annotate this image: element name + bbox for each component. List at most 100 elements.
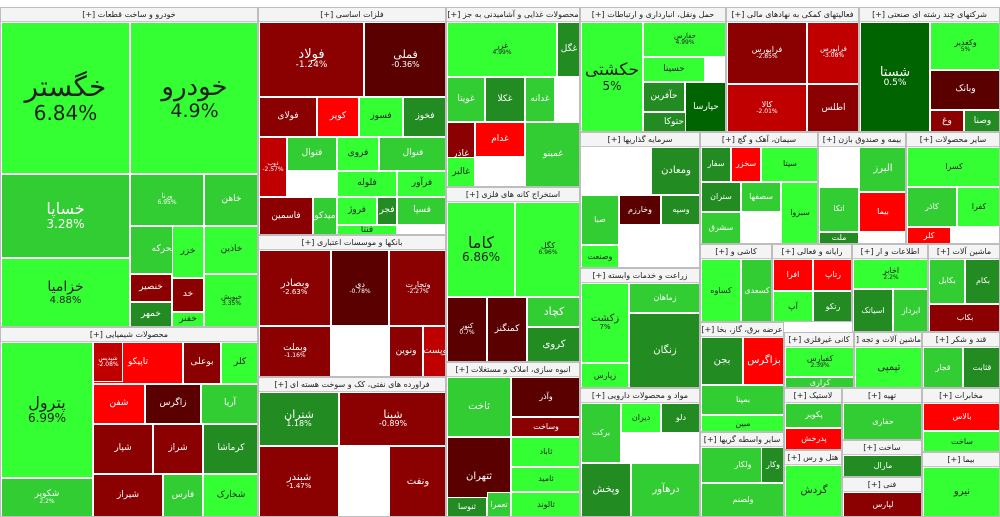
sector-title[interactable]: سرمایه گذاریها [+] [581,133,699,147]
stock-tile[interactable]: غویتا [447,77,485,122]
stock-tile[interactable]: شفن [93,384,145,424]
stock-tile[interactable]: ونفت [389,446,445,516]
stock-tile[interactable]: حآفرین [643,82,685,112]
stock-tile[interactable]: فجر [377,197,397,225]
stock-tile[interactable]: ثنوسا [447,497,487,516]
sector-title[interactable]: عرضه برق، گاز، بخا [+] [701,323,783,337]
stock-tile[interactable]: برکت [581,403,621,463]
stock-tile[interactable]: فملی -0.36% [364,22,445,97]
stock-tile[interactable]: زماهان [629,283,699,313]
stock-tile[interactable]: زاگرس [145,384,201,424]
stock-tile[interactable]: ومعادن [651,147,699,195]
stock-tile[interactable]: بکام [965,259,999,304]
stock-tile[interactable]: خاذین [204,226,257,274]
stock-tile[interactable]: غمینو [525,122,579,186]
stock-tile[interactable]: خفنر [172,312,204,326]
stock-tile[interactable]: کگل 6.96% [515,202,579,297]
stock-tile[interactable]: فسوز [359,97,403,137]
stock-tile[interactable]: فارس [163,474,203,516]
stock-tile[interactable]: شبندر -1.47% [259,446,339,516]
stock-tile[interactable]: اسیاتک [853,289,893,331]
stock-tile[interactable]: حفارس 4.99% [643,22,725,57]
sector-title[interactable]: مواد و محصولات دارویی [+] [581,389,699,403]
stock-tile[interactable]: دیران [621,403,661,433]
stock-tile[interactable]: زنگان [629,313,699,387]
stock-tile[interactable]: کرازی [785,377,853,387]
stock-tile[interactable]: پترول 6.99% [1,342,93,478]
stock-tile[interactable]: بکاب [929,304,999,331]
stock-tile[interactable]: خد [172,278,204,312]
stock-tile[interactable]: پکویر [785,403,841,428]
stock-tile[interactable]: البرز [859,147,905,192]
stock-tile[interactable]: خساپا 3.28% [1,174,130,258]
stock-tile[interactable]: قجار [923,347,963,387]
stock-tile[interactable]: دلو [661,403,699,433]
stock-tile[interactable]: غدام [475,122,525,157]
sector-title[interactable]: بانکها و موسسات اعتباری [+] [259,236,445,250]
stock-tile[interactable]: حپارسا [685,82,725,131]
stock-tile[interactable]: وپخش [581,463,631,516]
stock-tile[interactable]: فروی [337,137,379,171]
stock-tile[interactable]: بکابل [929,259,965,304]
sector-title[interactable]: ساخت [+] [843,441,921,455]
stock-tile[interactable]: خگستر 6.84% [1,22,130,174]
stock-tile[interactable]: اتکا [819,187,859,232]
stock-tile[interactable]: شیراز [93,474,163,516]
stock-tile[interactable]: وآذر [511,377,579,417]
stock-tile[interactable]: تپمپی [855,347,921,387]
stock-tile[interactable]: وصنا [964,110,999,131]
stock-tile[interactable]: حسینا [643,57,705,82]
stock-tile[interactable]: ونوین [389,326,423,376]
stock-tile[interactable]: کاذر [907,187,957,227]
stock-tile[interactable]: غزر 4.99% [447,22,557,77]
stock-tile[interactable]: زکشت 7% [581,283,629,363]
stock-tile[interactable]: رتاپ [813,259,851,291]
stock-tile[interactable]: بالاس [923,403,999,431]
stock-tile[interactable]: مارال [843,455,921,476]
stock-tile[interactable]: فسپا [397,197,445,225]
stock-tile[interactable]: سشرق [701,212,741,243]
stock-tile[interactable]: لپارس [843,492,921,516]
sector-title[interactable]: محصولات شیمیایی [+] [1,328,257,342]
stock-tile[interactable]: کسعدی [741,259,771,321]
stock-tile[interactable]: خپویش 3.35% [204,274,257,326]
stock-tile[interactable]: خزامیا 4.88% [1,258,130,326]
stock-tile[interactable]: ثامید [511,467,579,492]
stock-tile[interactable]: غالبر [447,157,475,186]
sector-title[interactable]: اطلاعات و ار [+] [853,245,927,259]
stock-tile[interactable]: ولصنم [701,483,783,516]
stock-tile[interactable]: ثاخت [447,377,511,437]
sector-title[interactable]: رایانه و فعالی [+] [773,245,851,259]
sector-title[interactable]: قند و شکر [+] [923,333,999,347]
stock-tile[interactable]: شخارک [203,474,257,516]
stock-tile[interactable]: صبا [581,195,619,245]
stock-tile[interactable]: وکار [761,447,783,483]
sector-title[interactable]: بیما [+] [923,453,999,467]
stock-tile[interactable]: فرابورس -3.08% [807,22,858,84]
stock-tile[interactable]: شراز [153,424,203,474]
stock-tile[interactable]: فولای [259,97,317,137]
stock-tile[interactable]: حفاری [843,403,921,439]
stock-tile[interactable]: کاما 6.86% [447,202,515,297]
stock-tile[interactable]: فلوله [337,171,397,197]
stock-tile[interactable]: خزر [172,226,204,278]
sector-title[interactable]: فراورده های نفتی، کک و سوخت هسته ای [+] [259,378,445,392]
sector-title[interactable]: حمل ونقل، انبارداری و ارتباطات [+] [581,8,725,22]
stock-tile[interactable]: بجن [701,337,743,385]
stock-tile[interactable]: تعمرا [487,492,511,516]
stock-tile[interactable]: پدرخش [785,428,841,449]
stock-tile[interactable]: فروژ [337,197,377,225]
stock-tile[interactable]: خمهر [130,302,172,326]
stock-tile[interactable]: ورنا 6.95% [130,174,204,226]
stock-tile[interactable]: بوعلی [183,342,221,384]
stock-tile[interactable]: آریا [201,384,257,424]
stock-tile[interactable]: کالا -2.01% [727,84,807,131]
stock-tile[interactable]: ثاباد [511,437,579,467]
sector-title[interactable]: محصولات غذایی و آشامیدنی به جز [+] [447,8,579,22]
sector-title[interactable]: بیمه و صندوق بازن [+] [819,133,905,147]
sector-title[interactable]: زراعت و خدمات وابسته [+] [581,269,699,283]
stock-tile[interactable]: میدکو [313,197,337,234]
stock-tile[interactable]: خاهن [204,174,257,226]
stock-tile[interactable]: وصنعت [581,245,619,267]
sector-title[interactable]: انبوه سازی، املاک و مستغلات [+] [447,363,579,377]
